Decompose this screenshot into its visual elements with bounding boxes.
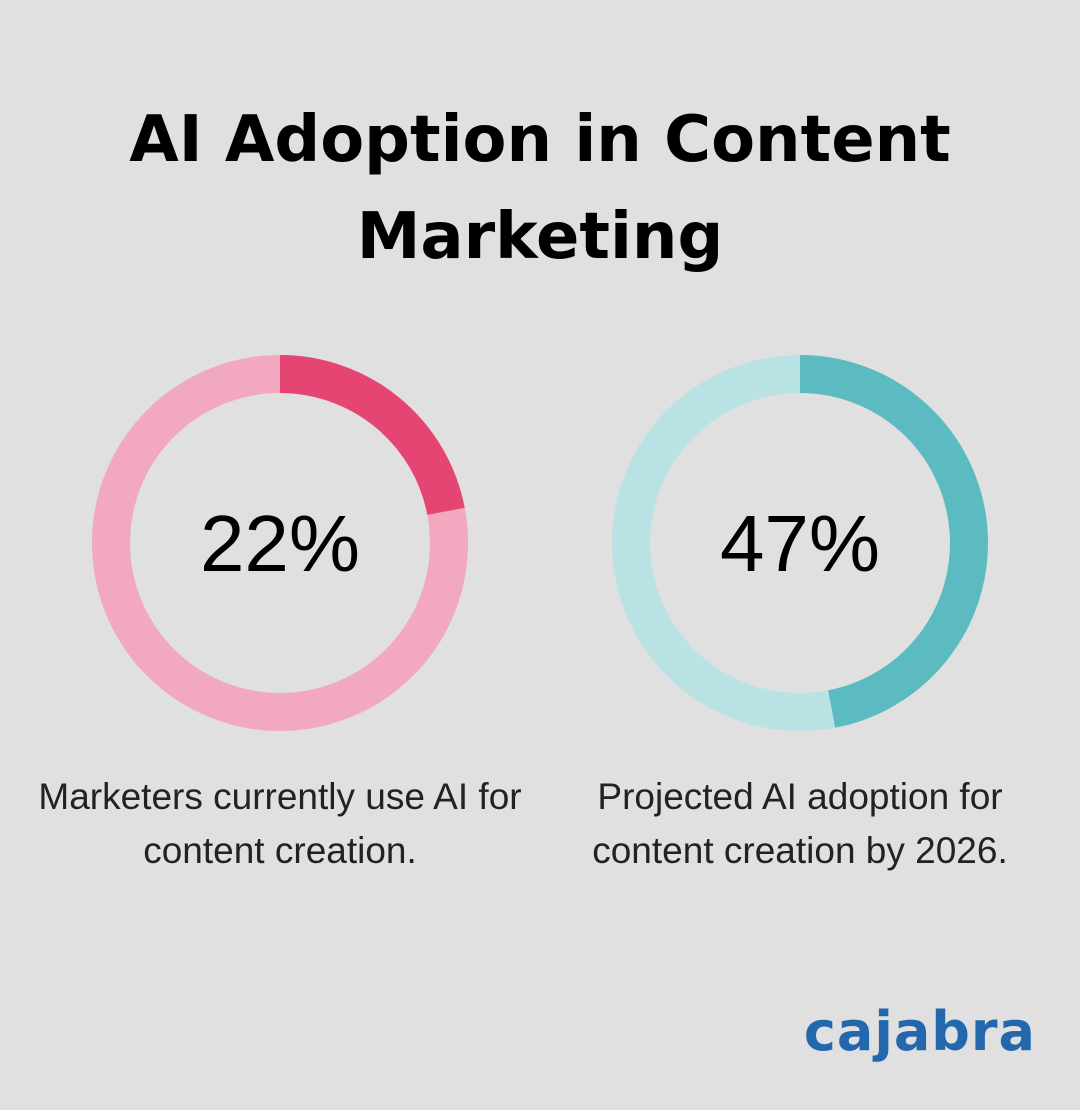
donut-segment xyxy=(279,355,465,516)
donut-segment xyxy=(799,355,988,728)
title: AI Adoption in Content Marketing xyxy=(129,103,951,274)
caption: Projected AI adoption for content creati… xyxy=(592,776,1008,871)
value-label: 47% xyxy=(720,499,880,588)
logo: cajabra xyxy=(803,1000,1036,1063)
value-label: 22% xyxy=(200,499,360,588)
caption: Marketers currently use AI for content c… xyxy=(38,776,522,871)
